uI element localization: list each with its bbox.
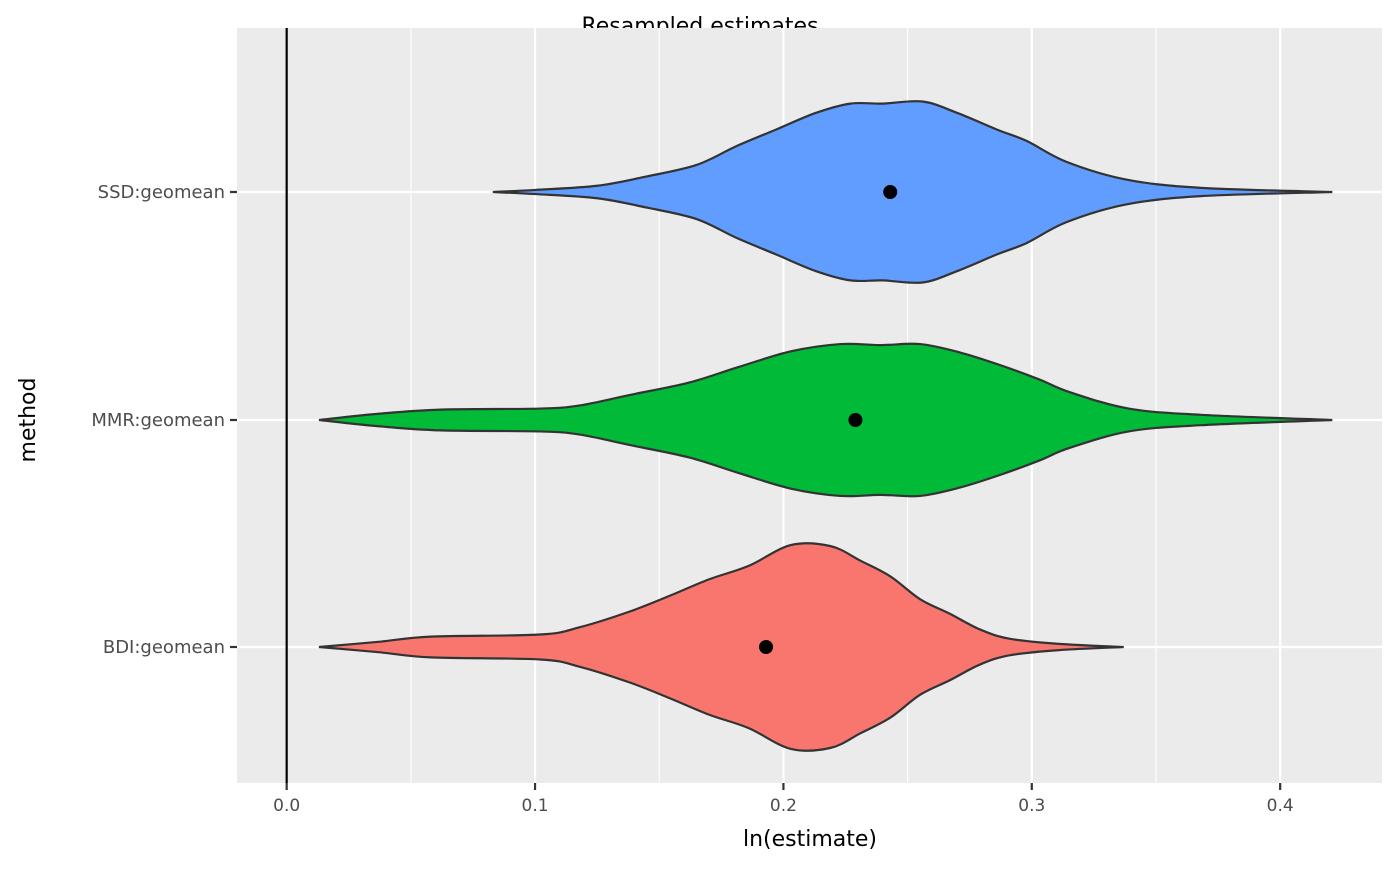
point-estimate [759, 640, 774, 654]
x-tick-label: 0.1 [522, 796, 549, 816]
x-tick-label: 0.3 [1018, 796, 1045, 816]
point-estimate [883, 185, 898, 199]
y-tick-label: SSD:geomean [98, 182, 225, 203]
y-tick-label: BDI:geomean [103, 637, 225, 658]
x-tick-label: 0.0 [273, 796, 300, 816]
x-tick-label: 0.4 [1267, 796, 1294, 816]
point-estimate [848, 413, 863, 427]
violin-bdi [318, 542, 1124, 752]
violins [318, 100, 1333, 752]
y-tick-label: MMR:geomean [91, 410, 225, 431]
violin-mmr [318, 342, 1333, 498]
axes: 0.0 0.1 0.2 0.3 0.4 SSD:geomean MMR:geomean BDI… [91, 182, 1293, 816]
y-axis-title: method [16, 378, 41, 463]
x-tick-label: 0.2 [770, 796, 797, 816]
x-axis-title: ln(estimate) [743, 827, 877, 852]
violin-ssd [492, 100, 1333, 284]
